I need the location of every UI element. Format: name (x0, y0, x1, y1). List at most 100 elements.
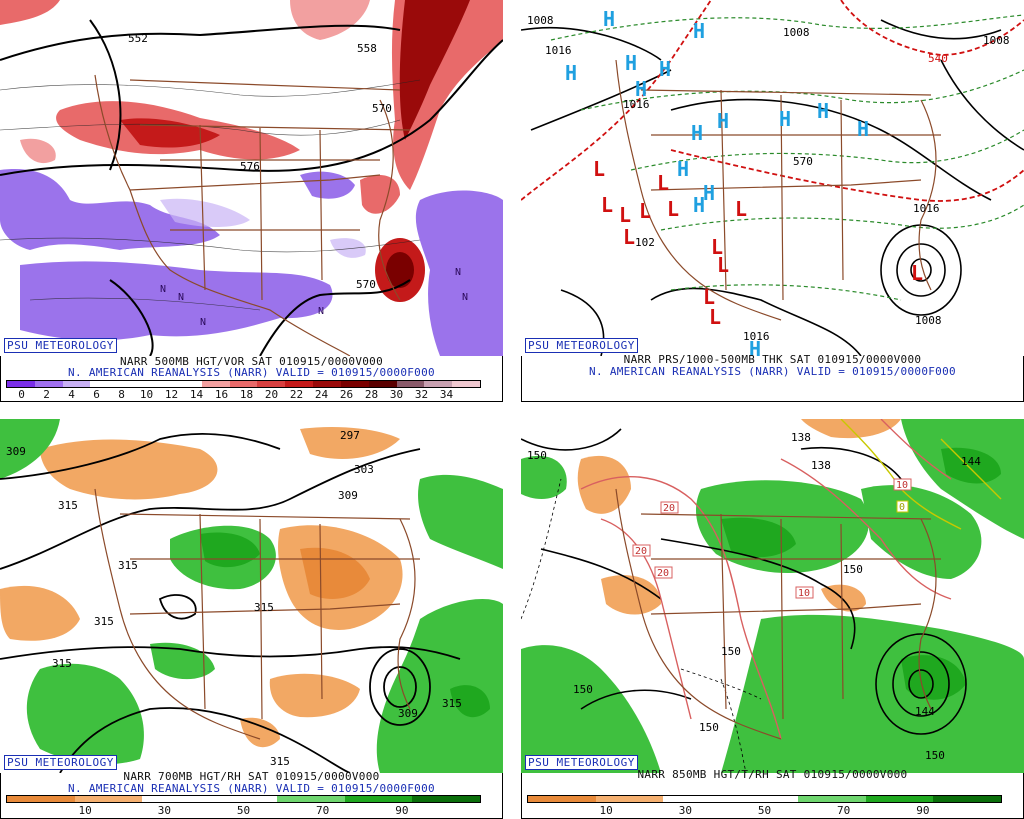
colorbar-swatch (146, 381, 174, 387)
colorbar-tick-label: 12 (164, 388, 179, 401)
colorbar (527, 795, 1002, 803)
temp-label: 20 (635, 546, 647, 557)
contour-label: 138 (811, 459, 831, 472)
colorbar-swatch (90, 381, 119, 387)
colorbar-tick-label: 30 (678, 804, 692, 817)
svg-text:H: H (779, 107, 791, 131)
svg-text:L: L (657, 171, 669, 195)
colorbar-swatch (285, 381, 314, 387)
colorbar-swatch (34, 381, 63, 387)
colorbar-swatch (313, 381, 341, 387)
colorbar (6, 795, 481, 803)
svg-text:H: H (635, 77, 647, 101)
colorbar-swatch (798, 796, 866, 802)
contour-label: 144 (961, 455, 981, 468)
contour-label: 150 (527, 449, 547, 462)
svg-text:L: L (717, 253, 729, 277)
svg-text:H: H (857, 117, 869, 141)
colorbar-tick-label: 18 (239, 388, 254, 401)
svg-text:H: H (817, 99, 829, 123)
colorbar-swatch (452, 381, 481, 387)
svg-text:H: H (693, 193, 705, 217)
svg-text:H: H (603, 7, 615, 31)
colorbar-swatch (865, 796, 934, 802)
rh-700mb-map: 309 297 303 309 315 315 315 315 315 315 … (0, 419, 503, 773)
contour-label: 552 (128, 32, 148, 45)
colorbar (6, 380, 481, 388)
contour-label: 150 (699, 721, 719, 734)
contour-label: 315 (254, 601, 274, 614)
colorbar-tick-label: 90 (395, 804, 409, 817)
colorbar-swatch (730, 796, 799, 802)
colorbar-tick-label: 30 (157, 804, 171, 817)
watermark-label: PSU METEOROLOGY (525, 338, 638, 353)
colorbar-swatch (396, 381, 425, 387)
colorbar-tick-label: 10 (78, 804, 92, 817)
svg-text:L: L (911, 261, 923, 285)
svg-text:L: L (667, 197, 679, 221)
contour-label: 315 (94, 615, 114, 628)
contour-label: 570 (372, 102, 392, 115)
contour-label: 315 (58, 499, 78, 512)
contour-label: 309 (6, 445, 26, 458)
colorbar-tick-label: 10 (139, 388, 154, 401)
colorbar-swatch (595, 796, 664, 802)
svg-text:H: H (677, 157, 689, 181)
colorbar-tick-label: 14 (189, 388, 204, 401)
valid-time-line: N. AMERICAN REANALYSIS (NARR) VALID = 01… (68, 366, 435, 379)
panel-700mb-rh: 309 297 303 309 315 315 315 315 315 315 … (0, 419, 503, 819)
isobar-label: 1016 (743, 330, 770, 343)
contour-label: 558 (357, 42, 377, 55)
product-title: NARR 500MB HGT/VOR SAT 010915/0000V000 (119, 355, 384, 368)
svg-text:L: L (619, 203, 631, 227)
colorbar-swatch (118, 381, 147, 387)
product-title: NARR PRS/1000-500MB THK SAT 010915/0000V… (623, 353, 922, 366)
colorbar-swatch (424, 381, 453, 387)
product-title: NARR 850MB HGT/T/RH SAT 010915/0000V000 (637, 768, 908, 781)
svg-text:L: L (623, 225, 635, 249)
svg-text:L: L (593, 157, 605, 181)
colorbar-swatch (7, 796, 75, 802)
temp-label: 0 (899, 502, 905, 513)
colorbar-swatch (209, 796, 278, 802)
colorbar-swatch (412, 796, 481, 802)
vorticity-map: 552 558 570 570 576 N N N N N N (0, 0, 503, 356)
colorbar-tick-label: 10 (599, 804, 613, 817)
contour-label: 144 (915, 705, 935, 718)
contour-label: 150 (721, 645, 741, 658)
colorbar-swatch (62, 381, 91, 387)
watermark-label: PSU METEOROLOGY (525, 755, 638, 770)
colorbar-swatch (142, 796, 210, 802)
colorbar-swatch (663, 796, 731, 802)
colorbar-tick-label: 32 (414, 388, 429, 401)
colorbar-tick-label: 4 (68, 388, 75, 401)
svg-text:H: H (691, 121, 703, 145)
colorbar-ticks: 0 2 4 6 8 10 12 14 16 18 20 22 24 26 28 30 32 34 (6, 389, 481, 401)
colorbar-swatch (7, 381, 35, 387)
panel-mslp-thickness: 1008 1016 1016 1008 1016 1008 1008 1016 … (521, 0, 1024, 402)
svg-text:L: L (601, 193, 613, 217)
valid-time-line: N. AMERICAN REANALYSIS (NARR) VALID = 01… (589, 365, 956, 378)
colorbar-swatch (528, 796, 596, 802)
product-title: NARR 700MB HGT/RH SAT 010915/0000V000 (123, 770, 380, 783)
contour-label: 150 (573, 683, 593, 696)
colorbar-ticks: 10 30 50 70 90 (527, 805, 1002, 817)
colorbar-tick-label: 6 (93, 388, 100, 401)
contour-label: 150 (843, 563, 863, 576)
temp-label: 20 (657, 568, 669, 579)
contour-label: 309 (338, 489, 358, 502)
contour-label: 570 (356, 278, 376, 291)
colorbar-tick-label: 50 (757, 804, 772, 817)
svg-text:H: H (659, 57, 671, 81)
svg-text:N: N (200, 317, 206, 328)
colorbar-swatch (277, 796, 345, 802)
colorbar-tick-label: 28 (364, 388, 379, 401)
colorbar-tick-label: 24 (314, 388, 329, 401)
colorbar-tick-label: 30 (389, 388, 404, 401)
colorbar-tick-label: 22 (289, 388, 304, 401)
panel-500mb-vorticity: 552 558 570 570 576 N N N N N N PSU METEOROL… (0, 0, 503, 402)
svg-text:N: N (462, 292, 468, 303)
temp-label: 20 (663, 503, 675, 514)
contour-label: 315 (52, 657, 72, 670)
isobar-label: 1016 (545, 44, 572, 57)
